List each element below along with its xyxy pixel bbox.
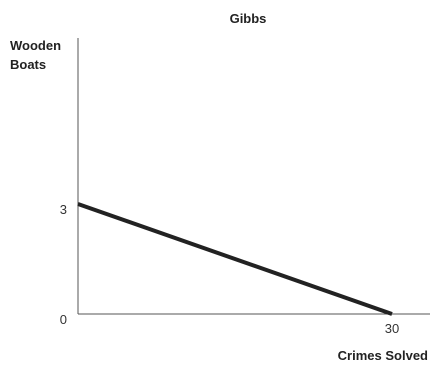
y-axis-label-line-2: Boats xyxy=(10,57,46,72)
y-axis-label-line-1: Wooden xyxy=(10,38,61,53)
y-tick-label: 3 xyxy=(60,202,67,217)
x-tick-label: 30 xyxy=(385,321,399,336)
tick-labels: 0 3 30 xyxy=(60,202,399,336)
series-line xyxy=(77,202,393,316)
y-tick-label: 0 xyxy=(60,312,67,327)
chart-title: Gibbs xyxy=(230,11,267,26)
y-axis-label: Wooden Boats xyxy=(10,38,65,72)
x-axis-label: Crimes Solved xyxy=(338,348,428,363)
series-group xyxy=(77,202,393,316)
